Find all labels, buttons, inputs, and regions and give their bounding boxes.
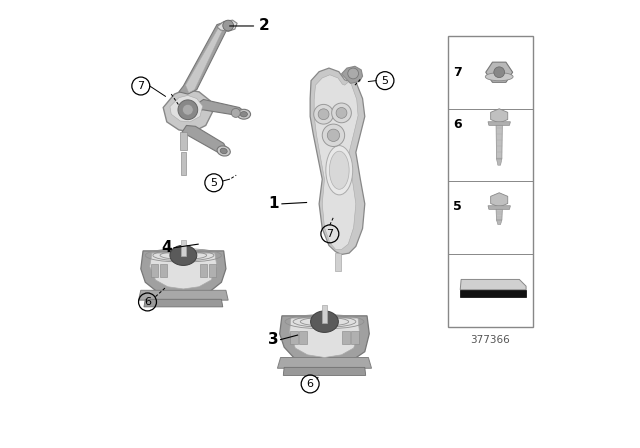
Circle shape (178, 100, 198, 120)
Polygon shape (488, 122, 511, 125)
Polygon shape (496, 125, 502, 159)
Text: 6: 6 (307, 379, 314, 389)
Text: 7: 7 (326, 229, 333, 239)
Polygon shape (351, 331, 358, 344)
Polygon shape (217, 20, 237, 31)
Polygon shape (314, 75, 358, 250)
Ellipse shape (326, 146, 353, 195)
Polygon shape (497, 220, 502, 224)
Polygon shape (335, 253, 340, 271)
Polygon shape (141, 251, 226, 295)
Circle shape (314, 104, 333, 124)
Ellipse shape (170, 246, 196, 265)
Polygon shape (180, 240, 186, 256)
Polygon shape (138, 290, 228, 300)
Polygon shape (491, 193, 508, 207)
Text: 7: 7 (453, 66, 462, 79)
Polygon shape (186, 24, 225, 93)
Polygon shape (460, 290, 526, 297)
Text: 6: 6 (453, 118, 462, 131)
Circle shape (182, 104, 193, 115)
Polygon shape (277, 358, 371, 368)
Text: 2: 2 (259, 18, 269, 34)
Circle shape (318, 109, 329, 120)
Polygon shape (150, 264, 158, 277)
Polygon shape (163, 90, 212, 132)
Text: 5: 5 (211, 178, 218, 188)
Circle shape (223, 20, 234, 31)
Polygon shape (486, 62, 513, 82)
Polygon shape (209, 264, 216, 277)
Polygon shape (488, 206, 511, 209)
Polygon shape (322, 305, 327, 323)
Polygon shape (170, 95, 203, 122)
Circle shape (332, 103, 351, 123)
Circle shape (494, 67, 504, 78)
Polygon shape (144, 299, 223, 307)
Text: 5: 5 (453, 200, 462, 213)
Polygon shape (460, 280, 526, 290)
Polygon shape (182, 125, 226, 155)
Ellipse shape (237, 109, 250, 119)
FancyBboxPatch shape (448, 36, 533, 327)
Polygon shape (496, 209, 502, 220)
Polygon shape (289, 318, 360, 358)
Polygon shape (200, 264, 207, 277)
Polygon shape (280, 316, 369, 363)
Polygon shape (195, 99, 244, 117)
Polygon shape (342, 331, 349, 344)
Polygon shape (300, 331, 307, 344)
Polygon shape (284, 367, 365, 375)
Circle shape (327, 129, 340, 142)
Polygon shape (310, 68, 365, 254)
Polygon shape (497, 159, 502, 165)
Ellipse shape (217, 146, 230, 156)
Circle shape (231, 108, 240, 117)
Ellipse shape (240, 112, 248, 117)
Text: 7: 7 (137, 81, 145, 91)
Polygon shape (342, 66, 362, 83)
Circle shape (348, 68, 358, 79)
Polygon shape (291, 331, 298, 344)
Polygon shape (180, 152, 186, 175)
Ellipse shape (310, 311, 339, 332)
Ellipse shape (330, 151, 349, 189)
Circle shape (322, 124, 344, 146)
Circle shape (336, 108, 347, 118)
Text: 377366: 377366 (470, 335, 510, 345)
Text: 1: 1 (269, 196, 279, 211)
Polygon shape (150, 253, 217, 289)
Polygon shape (180, 132, 187, 150)
Text: 6: 6 (144, 297, 151, 307)
Ellipse shape (220, 148, 227, 154)
Text: 5: 5 (381, 76, 388, 86)
Text: 4: 4 (161, 240, 172, 255)
Polygon shape (491, 109, 508, 123)
Text: 3: 3 (268, 332, 278, 347)
Ellipse shape (485, 73, 513, 81)
Polygon shape (179, 22, 230, 94)
Polygon shape (159, 264, 167, 277)
